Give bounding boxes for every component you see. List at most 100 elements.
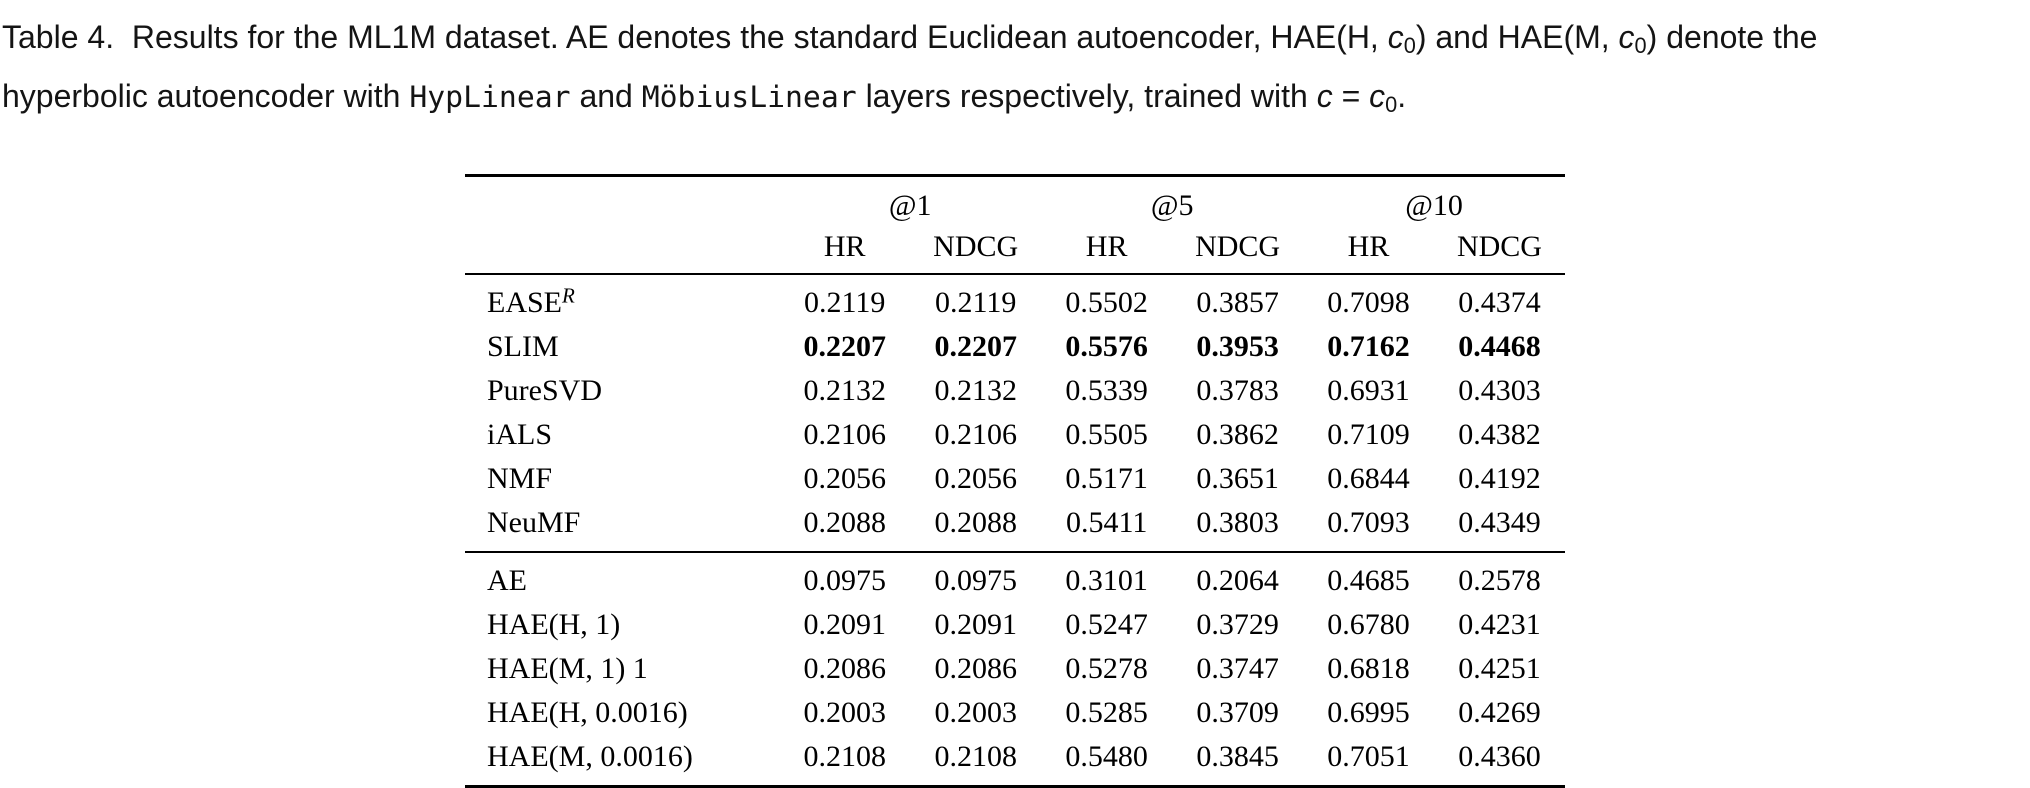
metric-value: 0.2064: [1172, 550, 1304, 603]
metric-value: 0.7109: [1327, 417, 1410, 451]
row-label-text: NeuMF: [487, 505, 581, 539]
metric-value: 0.2091: [934, 607, 1017, 641]
row-label-text: AE: [487, 563, 527, 597]
metric-value: 0.2086: [934, 651, 1017, 685]
col-header-ndcg-at5: NDCG: [1172, 224, 1304, 275]
metric-value: 0.3729: [1196, 607, 1279, 641]
metric-value: 0.5505: [1065, 417, 1148, 451]
row-label: NeuMF: [465, 501, 779, 552]
caption-segment: layers respectively, trained with: [856, 77, 1317, 114]
caption-segment: 0: [1385, 91, 1398, 117]
metric-value: 0.3803: [1196, 505, 1279, 539]
metric-value: 0.4685: [1303, 550, 1434, 603]
table-caption: Table 4. Results for the ML1M dataset. A…: [0, 0, 2030, 130]
table-row: SLIM 0.2207 0.2207 0.5576 0.3953 0.7162 0.4468: [465, 325, 1565, 369]
results-table-wrap: @1 @5 @10 HR NDCG HR NDCG HR NDCG EASER 0…: [465, 173, 1565, 788]
metric-value: 0.6844: [1327, 461, 1410, 495]
caption-segment: .: [1397, 77, 1407, 114]
metric-value: 0.3862: [1196, 417, 1279, 451]
caption-segment: 0: [1634, 32, 1647, 58]
caption-segment: MöbiusLinear: [641, 79, 857, 115]
caption-segment: c: [1387, 19, 1404, 55]
metric-value: 0.6780: [1327, 607, 1410, 641]
row-label-text: HAE(H, 1): [487, 607, 621, 641]
metric-value: 0.2106: [803, 417, 886, 451]
metric-value: 0.2056: [934, 461, 1017, 495]
metric-value: 0.2106: [934, 417, 1017, 451]
row-label-text: HAE(M, 1) 1: [487, 651, 648, 685]
metric-value: 0.5480: [1065, 739, 1148, 773]
metric-value: 0.4303: [1458, 373, 1541, 407]
col-group-at1: @1: [888, 188, 932, 222]
table-row: iALS 0.2106 0.2106 0.5505 0.3862 0.7109 0.4382: [465, 413, 1565, 457]
row-label-text: PureSVD: [487, 373, 603, 407]
metric-value: 0.2088: [803, 505, 886, 539]
metric-value: 0.3783: [1196, 373, 1279, 407]
metric-value: 0.2056: [803, 461, 886, 495]
caption-segment: =: [1332, 77, 1370, 114]
metric-value: 0.4382: [1458, 417, 1541, 451]
metric-value: 0.3857: [1196, 285, 1279, 319]
metric-value: 0.7098: [1327, 285, 1410, 319]
metric-value: 0.6818: [1327, 651, 1410, 685]
metric-value: 0.3747: [1196, 651, 1279, 685]
metric-value: 0.3709: [1196, 695, 1279, 729]
metric-value: 0.2091: [803, 607, 886, 641]
metric-value: 0.4374: [1458, 285, 1541, 319]
metric-value: 0.3101: [1041, 550, 1173, 603]
metric-group-row: @1 @5 @10: [465, 175, 1565, 225]
col-header-hr-at5: HR: [1041, 224, 1173, 275]
metric-value: 0.2132: [934, 373, 1017, 407]
col-header-ndcg-at1: NDCG: [910, 224, 1042, 275]
row-label-superscript: R: [562, 283, 575, 308]
metric-value: 0.5247: [1065, 607, 1148, 641]
table-row: PureSVD 0.2132 0.2132 0.5339 0.3783 0.6931 0.4…: [465, 369, 1565, 413]
metric-value: 0.2108: [934, 739, 1017, 773]
caption-segment: ) and HAE(M,: [1415, 19, 1619, 55]
metric-value: 0.2119: [934, 285, 1017, 319]
caption-segment: 0: [1403, 32, 1416, 58]
metric-value: 0.2003: [803, 695, 886, 729]
table-row: HAE(M, 0.0016) 0.2108 0.2108 0.5480 0.3845 0.…: [465, 735, 1565, 787]
metric-value: 0.4468: [1458, 329, 1541, 363]
table-row: EASER 0.2119 0.2119 0.5502 0.3857 0.7098 0.437…: [465, 274, 1565, 325]
table-header: @1 @5 @10 HR NDCG HR NDCG HR NDCG: [465, 175, 1565, 275]
caption-segment: Table 4. Results for the ML1M dataset. A…: [2, 19, 1388, 55]
col-group-at10: @10: [1405, 188, 1463, 222]
col-header-hr-at10: HR: [1303, 224, 1434, 275]
metric-sub-row: HR NDCG HR NDCG HR NDCG: [465, 224, 1565, 275]
caption-segment: and: [570, 77, 642, 114]
metric-value: 0.5339: [1065, 373, 1148, 407]
row-label: PureSVD: [465, 369, 779, 413]
table-row: NMF 0.2056 0.2056 0.5171 0.3651 0.6844 0.4192: [465, 457, 1565, 501]
metric-value: 0.7162: [1327, 329, 1410, 363]
metric-value: 0.2578: [1433, 550, 1565, 603]
metric-value: 0.4360: [1458, 739, 1541, 773]
row-label: HAE(H, 0.0016): [465, 691, 779, 735]
row-label: NMF: [465, 457, 779, 501]
metric-value: 0.5171: [1065, 461, 1148, 495]
metric-value: 0.0975: [910, 550, 1042, 603]
metric-value: 0.6995: [1327, 695, 1410, 729]
metric-value: 0.2132: [803, 373, 886, 407]
baselines-group: EASER 0.2119 0.2119 0.5502 0.3857 0.7098 0.437…: [465, 274, 1565, 552]
metric-value: 0.5285: [1065, 695, 1148, 729]
row-label-text: NMF: [487, 461, 553, 495]
col-header-hr-at1: HR: [779, 224, 911, 275]
metric-value: 0.5278: [1065, 651, 1148, 685]
row-label: EASER: [465, 274, 779, 325]
table-row: HAE(M, 1) 1 0.2086 0.2086 0.5278 0.3747 0.681…: [465, 647, 1565, 691]
table-row: HAE(H, 0.0016) 0.2003 0.2003 0.5285 0.3709 0.…: [465, 691, 1565, 735]
row-label: HAE(M, 1) 1: [465, 647, 779, 691]
metric-value: 0.3953: [1196, 329, 1279, 363]
metric-value: 0.2003: [934, 695, 1017, 729]
table-row: NeuMF 0.2088 0.2088 0.5411 0.3803 0.7093 0.434…: [465, 501, 1565, 552]
metric-value: 0.0975: [779, 550, 911, 603]
table-row: AE 0.0975 0.0975 0.3101 0.2064 0.4685 0.2578: [465, 550, 1565, 603]
caption-segment: c: [1618, 19, 1635, 55]
results-table: @1 @5 @10 HR NDCG HR NDCG HR NDCG EASER 0…: [465, 173, 1565, 788]
caption-segment: HypLinear: [409, 79, 571, 115]
metric-value: 0.2119: [804, 285, 886, 319]
metric-value: 0.5411: [1065, 505, 1148, 539]
